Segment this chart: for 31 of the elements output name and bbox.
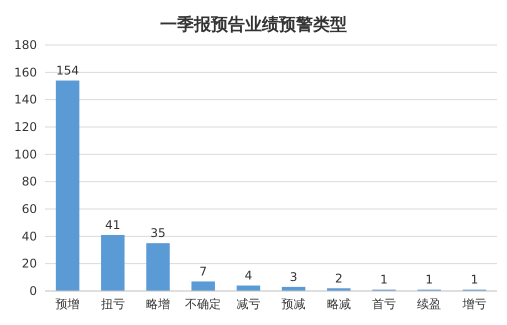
y-tick-label: 180 bbox=[14, 38, 37, 52]
x-tick-label: 首亏 bbox=[372, 297, 396, 311]
y-tick-label: 40 bbox=[22, 229, 37, 244]
data-label: 2 bbox=[334, 271, 343, 286]
data-label: 7 bbox=[199, 264, 208, 278]
x-tick-label: 预增 bbox=[56, 297, 80, 311]
data-label: 3 bbox=[290, 270, 298, 284]
x-tick-label: 增亏 bbox=[461, 297, 486, 311]
data-label: 35 bbox=[150, 226, 166, 240]
x-tick-label: 扭亏 bbox=[100, 297, 125, 311]
x-tick-label: 不确定 bbox=[185, 297, 222, 311]
y-tick-label: 60 bbox=[22, 202, 37, 216]
x-tick-label: 预减 bbox=[282, 297, 306, 311]
data-label: 41 bbox=[105, 218, 120, 232]
y-tick-label: 140 bbox=[14, 92, 37, 107]
data-label: 154 bbox=[56, 64, 80, 78]
x-tick-label: 减亏 bbox=[236, 297, 260, 311]
data-label: 1 bbox=[425, 272, 434, 287]
y-tick-label: 120 bbox=[14, 120, 37, 134]
data-label: 1 bbox=[470, 272, 478, 287]
x-tick-label: 略减 bbox=[326, 297, 351, 311]
data-label: 1 bbox=[380, 272, 388, 287]
x-tick-label: 略增 bbox=[146, 297, 170, 311]
y-tick-label: 80 bbox=[22, 174, 37, 189]
y-tick-label: 20 bbox=[22, 256, 37, 271]
y-tick-label: 0 bbox=[29, 284, 37, 298]
y-tick-label: 100 bbox=[14, 147, 37, 162]
x-tick-label: 续盈 bbox=[417, 297, 442, 311]
data-label: 4 bbox=[244, 268, 252, 283]
y-tick-label: 160 bbox=[14, 65, 37, 80]
chart-title: 一季报预告业绩预警类型 bbox=[160, 15, 347, 35]
